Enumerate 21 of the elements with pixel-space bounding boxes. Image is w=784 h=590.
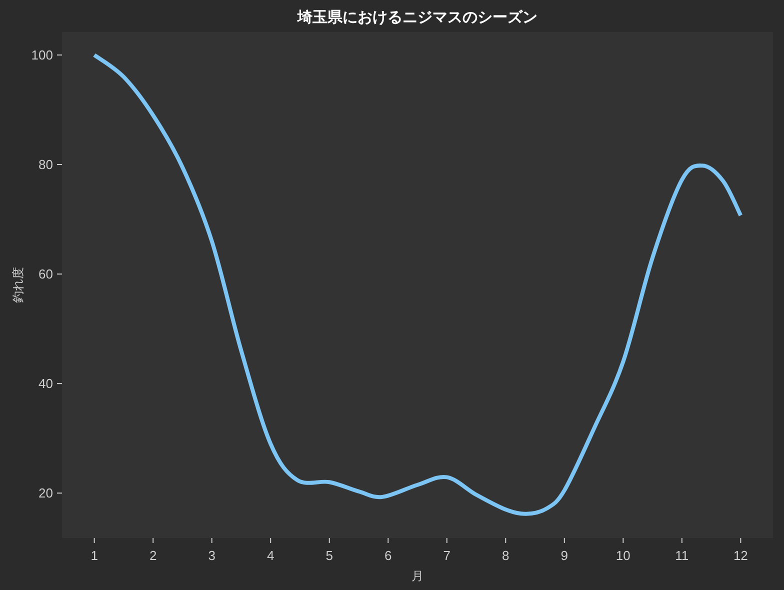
line-series	[92, 53, 743, 516]
x-tick-label: 3	[208, 548, 216, 563]
x-tick-label: 10	[616, 548, 630, 563]
x-tick-label: 6	[384, 548, 392, 563]
x-tick-label: 4	[266, 548, 274, 563]
x-tick-label: 7	[443, 548, 450, 563]
x-axis-title: 月	[412, 569, 424, 583]
y-tick-label: 40	[38, 376, 53, 392]
y-tick-label: 60	[38, 266, 53, 282]
x-tick-label: 1	[90, 548, 98, 563]
x-tick-label: 12	[733, 548, 748, 563]
y-tick-label: 100	[31, 48, 53, 62]
x-tick-label: 5	[326, 548, 333, 563]
y-tick-label: 20	[38, 486, 53, 501]
y-tick-label: 80	[38, 157, 53, 172]
chart-title: 埼玉県におけるニジマスのシーズン	[296, 9, 538, 26]
x-tick-label: 2	[149, 548, 157, 563]
y-axis-title: 釣れ度	[11, 267, 25, 303]
x-tick-label: 9	[560, 548, 568, 563]
x-tick-label: 8	[502, 548, 510, 563]
x-tick-label: 11	[675, 548, 689, 563]
